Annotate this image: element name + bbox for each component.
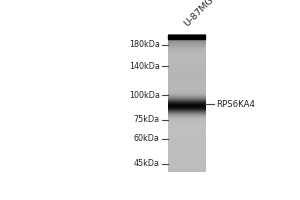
Bar (168, 35, 205, 39)
Text: U-87MG: U-87MG (182, 0, 215, 29)
Text: 75kDa: 75kDa (134, 115, 160, 124)
Text: 60kDa: 60kDa (134, 134, 160, 143)
Text: RPS6KA4: RPS6KA4 (217, 100, 256, 109)
Text: 100kDa: 100kDa (129, 91, 160, 100)
Text: 45kDa: 45kDa (134, 159, 160, 168)
Text: 140kDa: 140kDa (129, 62, 160, 71)
Text: 180kDa: 180kDa (129, 40, 160, 49)
